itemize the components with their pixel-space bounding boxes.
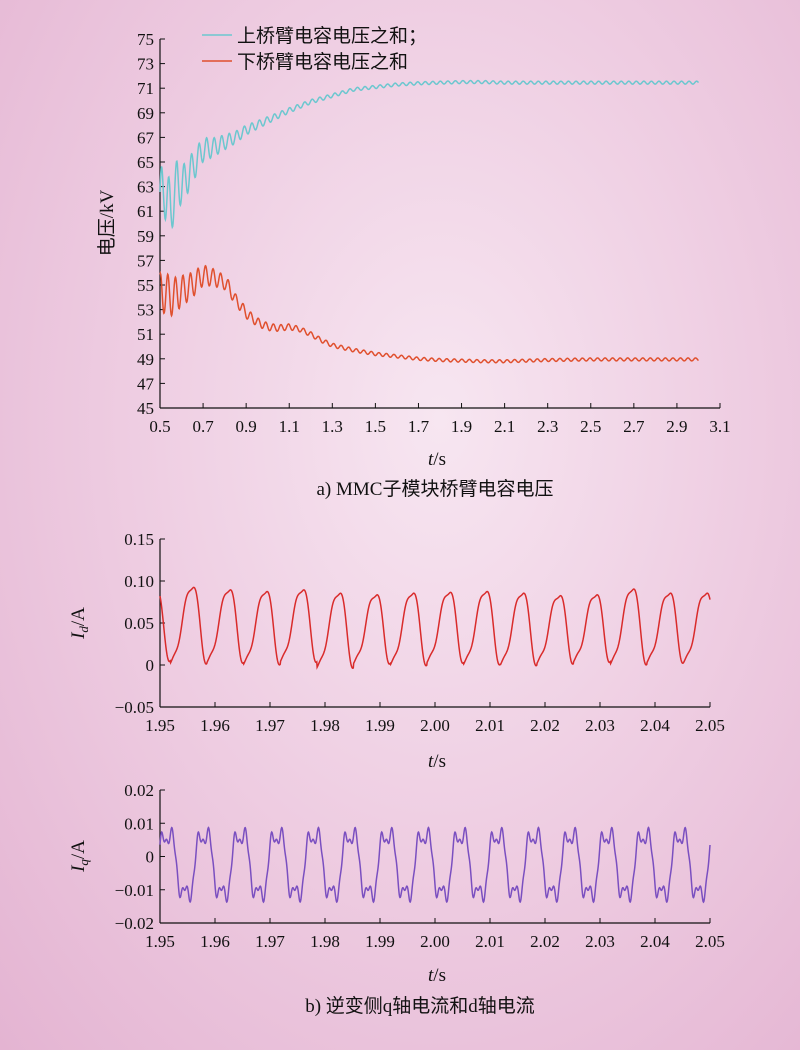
y-tick-label: 0.10 [124,572,154,591]
voltage-chart-series [159,79,700,364]
x-tick-label: 2.03 [585,716,615,735]
iq-chart-y-label: Iq/A [68,840,91,873]
upper-arm-voltage-line [159,79,700,230]
y-tick-label: −0.01 [115,881,154,900]
iq-chart-x-label: t/s [428,965,446,986]
y-tick-label: 67 [137,128,155,147]
x-tick-label: 3.1 [709,417,730,436]
x-tick-label: 1.97 [255,932,285,951]
x-tick-label: 1.98 [310,716,340,735]
x-tick-label: 2.00 [420,932,450,951]
y-tick-label: 0 [146,656,155,675]
y-tick-label: 63 [137,178,154,197]
id-chart-x-label: t/s [428,751,446,772]
x-tick-label: 1.99 [365,716,395,735]
iq-chart-y-ticks: −0.02 −0.01 0 0.01 0.02 [115,781,165,933]
y-tick-label: 0 [146,848,155,867]
voltage-chart-x-label: t/s [428,449,446,470]
voltage-chart-x-ticks: 0.5 0.7 0.9 1.1 1.3 1.5 1.7 1.9 2.1 2.3 2.5 2.7 2.9 3… [149,403,731,436]
voltage-chart-legend: 上桥臂电容电压之和； 下桥臂电容电压之和 [202,25,427,73]
x-tick-label: 2.5 [580,417,601,436]
lower-arm-voltage-line [159,264,699,364]
y-tick-label: −0.05 [115,698,154,717]
x-tick-label: 1.95 [145,932,175,951]
caption-b: b) 逆变侧q轴电流和d轴电流 [305,995,535,1017]
id-current-chart: −0.05 0 0.05 0.10 0.15 1.95 1.96 1.97 1.98 1.99 2… [68,530,725,772]
x-tick-label: 2.3 [537,417,558,436]
x-tick-label: 0.7 [192,417,214,436]
y-tick-label: 57 [137,251,155,270]
x-tick-label: 2.02 [530,932,560,951]
x-tick-label: 0.5 [149,417,170,436]
y-tick-label: 69 [137,104,154,123]
y-tick-label: −0.02 [115,914,154,933]
x-tick-label: 2.9 [666,417,687,436]
voltage-chart-y-label: 电压/kV [96,189,118,256]
y-tick-label: 55 [137,276,154,295]
y-tick-label: 49 [137,350,154,369]
iq-chart-x-ticks: 1.95 1.96 1.97 1.98 1.99 2.00 2.01 2.02 2.03 2.04… [145,918,725,951]
y-tick-label: 75 [137,30,154,49]
y-tick-label: 53 [137,301,154,320]
y-tick-label: 0.01 [124,814,154,833]
x-tick-label: 1.5 [365,417,386,436]
x-tick-label: 1.95 [145,716,175,735]
id-current-line [159,586,711,670]
id-chart-x-ticks: 1.95 1.96 1.97 1.98 1.99 2.00 2.01 2.02 2.03 2.04… [145,702,725,735]
x-tick-label: 2.04 [640,716,670,735]
iq-current-line [159,826,711,904]
id-chart-axes [159,539,710,708]
y-tick-label: 73 [137,55,154,74]
x-tick-label: 1.9 [451,417,472,436]
iq-current-chart: −0.02 −0.01 0 0.01 0.02 1.95 1.96 1.97 1.98 1.99… [68,781,725,1017]
y-tick-label: 0.05 [124,614,154,633]
y-tick-label: 59 [137,227,154,246]
voltage-chart-y-ticks: 45 47 49 51 53 55 57 59 61 63 65 67 69 71 73 75 [137,30,165,418]
x-tick-label: 1.7 [408,417,430,436]
iq-chart-series [159,826,711,904]
x-tick-label: 2.04 [640,932,670,951]
x-tick-label: 1.99 [365,932,395,951]
x-tick-label: 1.3 [322,417,343,436]
x-tick-label: 2.01 [475,716,505,735]
iq-chart-axes [159,790,710,924]
x-tick-label: 2.01 [475,932,505,951]
y-tick-label: 71 [137,79,154,98]
y-tick-label: 45 [137,399,154,418]
legend-label-upper: 上桥臂电容电压之和； [237,25,427,47]
y-tick-label: 65 [137,153,154,172]
id-chart-y-label: Id/A [68,607,91,640]
x-tick-label: 1.98 [310,932,340,951]
y-tick-label: 0.02 [124,781,154,800]
x-tick-label: 2.05 [695,716,725,735]
x-tick-label: 1.97 [255,716,285,735]
voltage-chart-axes [159,39,720,409]
y-tick-label: 51 [137,325,154,344]
id-chart-series [159,586,711,670]
x-tick-label: 1.96 [200,716,230,735]
x-tick-label: 2.05 [695,932,725,951]
x-tick-label: 1.96 [200,932,230,951]
x-tick-label: 2.7 [623,417,645,436]
y-tick-label: 61 [137,202,154,221]
y-tick-label: 47 [137,374,155,393]
x-tick-label: 0.9 [236,417,257,436]
x-tick-label: 1.1 [279,417,300,436]
x-tick-label: 2.1 [494,417,515,436]
x-tick-label: 2.03 [585,932,615,951]
id-chart-y-ticks: −0.05 0 0.05 0.10 0.15 [115,530,165,717]
caption-a: a) MMC子模块桥臂电容电压 [317,478,554,500]
legend-label-lower: 下桥臂电容电压之和 [237,51,408,73]
y-tick-label: 0.15 [124,530,154,549]
x-tick-label: 2.00 [420,716,450,735]
x-tick-label: 2.02 [530,716,560,735]
